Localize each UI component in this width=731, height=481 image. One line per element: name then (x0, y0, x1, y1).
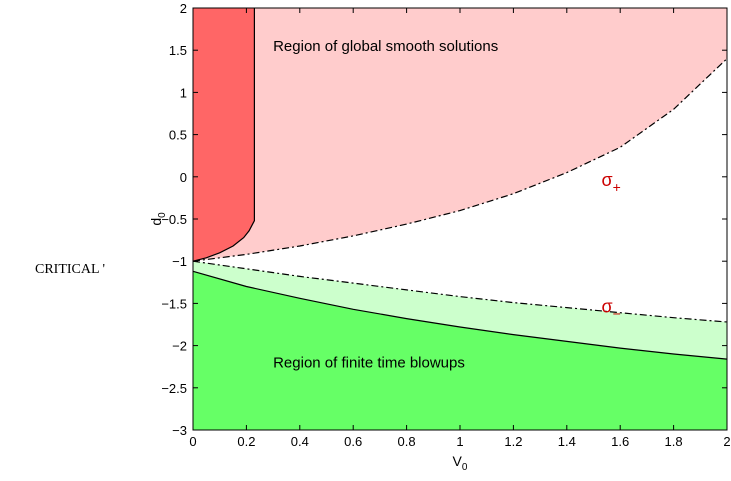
y-tick-label: −1.5 (161, 296, 187, 311)
y-tick-label: 0 (180, 170, 187, 185)
ticks-layer: 0 0.2 0.4 0.6 0.8 1 1.2 1.4 1.6 1.8 2 2 1.5 1 0.5 0 −0.5… (161, 1, 730, 449)
x-tick-label: 0.4 (291, 434, 309, 449)
vertical-boundary-curve (192, 8, 255, 262)
sigma-label: σ− (602, 297, 621, 322)
regions-layer (193, 8, 727, 430)
y-tick-label: −0.5 (161, 212, 187, 227)
y-axis-label: d0 (148, 212, 168, 226)
y-tick-label: −2 (172, 339, 187, 354)
sigma-plus-curve (192, 58, 728, 262)
x-tick-label: 1 (456, 434, 463, 449)
annotations-layer: Region of global smooth solutions Region … (273, 38, 621, 372)
blowup-region-area (193, 271, 727, 430)
blowup-band-area (193, 261, 727, 360)
smooth-region-area (193, 8, 727, 262)
x-tick-label: 1.8 (665, 434, 683, 449)
blowup-boundary-curve (192, 270, 728, 360)
curves-layer (192, 8, 728, 360)
y-tick-label: −3 (172, 423, 187, 438)
x-tick-label: 0.2 (237, 434, 255, 449)
x-tick-label: 0.8 (398, 434, 416, 449)
x-tick-label: 1.2 (504, 434, 522, 449)
region-label: Region of finite time blowups (273, 354, 465, 371)
y-tick-label: 1.5 (169, 43, 187, 58)
sigma-label: σ+ (602, 170, 621, 195)
y-tick-label: 0.5 (169, 128, 187, 143)
y-tick-label: −1 (172, 254, 187, 269)
x-axis-label: V0 (453, 453, 468, 473)
x-tick-label: 0.6 (344, 434, 362, 449)
y-tick-label: 2 (180, 1, 187, 16)
side-text: CRITICAL ' (35, 262, 106, 277)
x-tick-label: 1.6 (611, 434, 629, 449)
x-tick-label: 2 (723, 434, 730, 449)
smooth-region-strong-area (193, 8, 255, 262)
y-tick-label: 1 (180, 85, 187, 100)
x-tick-label: 1.4 (558, 434, 576, 449)
region-label: Region of global smooth solutions (273, 38, 498, 55)
labels-layer: V0 d0 (148, 212, 468, 473)
x-tick-label: 0 (189, 434, 196, 449)
y-tick-label: −2.5 (161, 381, 187, 396)
